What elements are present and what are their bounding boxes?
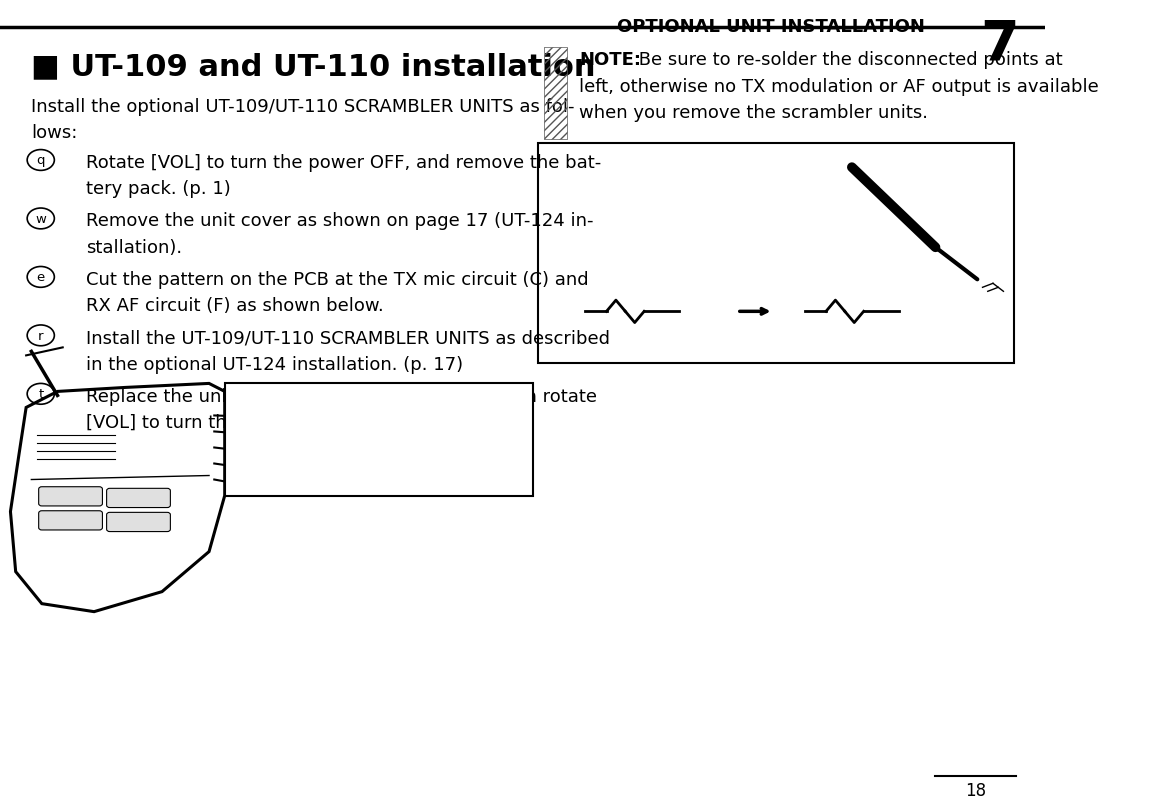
Text: Cut the pattern on the PCB at the TX mic circuit (C) and: Cut the pattern on the PCB at the TX mic… [86,271,588,288]
Text: q: q [36,154,45,167]
FancyBboxPatch shape [538,144,1014,364]
Text: Rotate [VOL] to turn the power OFF, and remove the bat-: Rotate [VOL] to turn the power OFF, and … [86,153,601,172]
Text: Remove the unit cover as shown on page 17 (UT-124 in-: Remove the unit cover as shown on page 1… [86,212,593,230]
FancyBboxPatch shape [224,384,533,496]
Text: r: r [38,329,43,342]
Text: e: e [37,271,45,284]
Text: tery pack. (p. 1): tery pack. (p. 1) [86,180,230,198]
Text: w: w [35,213,47,226]
Text: 7: 7 [980,18,1019,71]
Text: in the optional UT-124 installation. (p. 17): in the optional UT-124 installation. (p.… [86,355,463,373]
Text: ■ UT-109 and UT-110 installation: ■ UT-109 and UT-110 installation [31,52,595,81]
FancyBboxPatch shape [38,487,102,507]
Text: Be sure to re-solder the disconnected points at: Be sure to re-solder the disconnected po… [634,51,1063,69]
FancyBboxPatch shape [107,489,170,508]
Text: NOTE:: NOTE: [579,51,641,69]
Text: 18: 18 [964,781,986,799]
Text: Install the optional UT-109/UT-110 SCRAMBLER UNITS as fol-: Install the optional UT-109/UT-110 SCRAM… [31,98,575,116]
FancyBboxPatch shape [38,512,102,530]
Text: [VOL] to turn the power ON.: [VOL] to turn the power ON. [86,414,338,431]
Text: RX AF circuit (F) as shown below.: RX AF circuit (F) as shown below. [86,297,384,315]
Text: t: t [38,388,43,401]
Text: Install the UT-109/UT-110 SCRAMBLER UNITS as described: Install the UT-109/UT-110 SCRAMBLER UNIT… [86,328,609,347]
Text: when you remove the scrambler units.: when you remove the scrambler units. [579,104,928,122]
Text: stallation).: stallation). [86,238,181,256]
Text: OPTIONAL UNIT INSTALLATION: OPTIONAL UNIT INSTALLATION [616,18,925,36]
Text: Replace the unit cover and the battery pack, then rotate: Replace the unit cover and the battery p… [86,387,597,405]
FancyBboxPatch shape [107,512,170,532]
Text: lows:: lows: [31,124,78,142]
Text: left, otherwise no TX modulation or AF output is available: left, otherwise no TX modulation or AF o… [579,78,1099,96]
